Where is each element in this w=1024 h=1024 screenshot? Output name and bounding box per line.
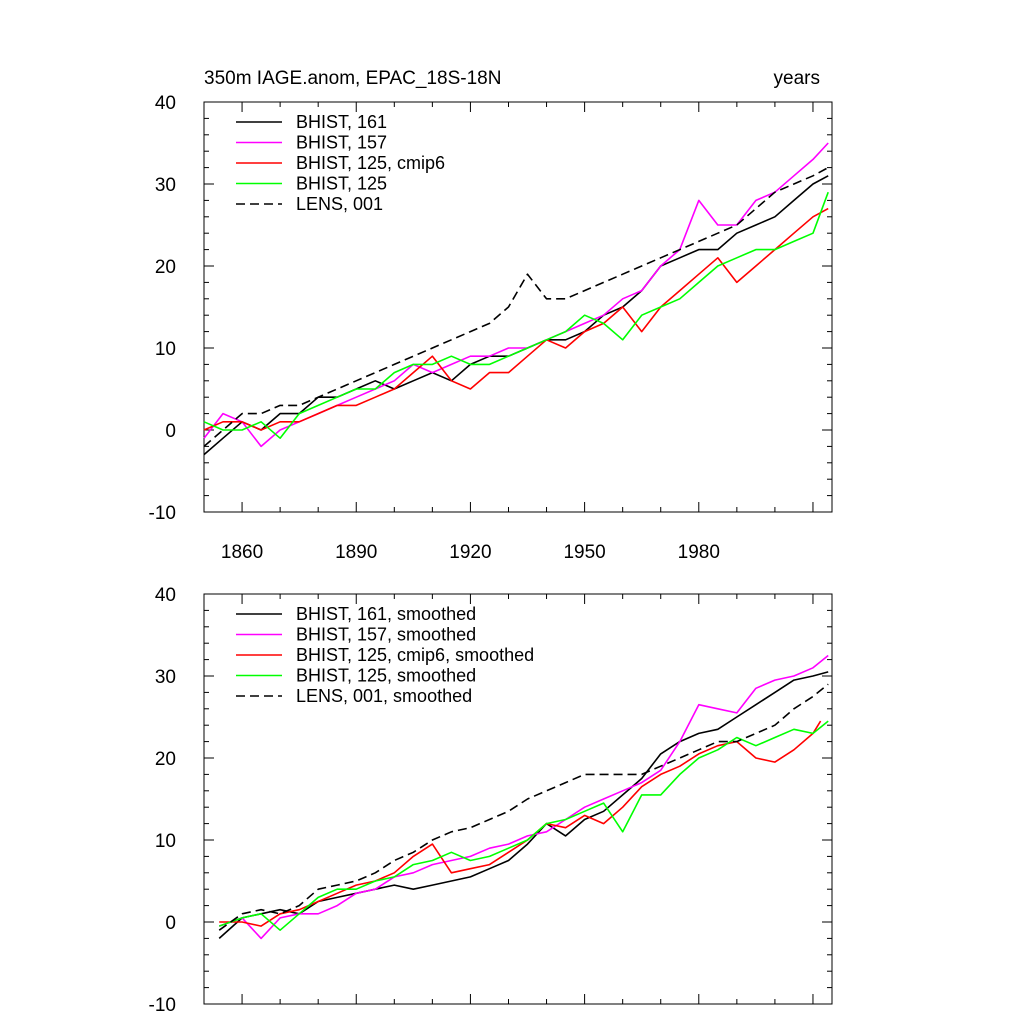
- series-line: [219, 720, 822, 927]
- legend-label: BHIST, 125, cmip6, smoothed: [296, 645, 534, 665]
- legend-label: BHIST, 157: [296, 133, 387, 153]
- legend-label: BHIST, 161, smoothed: [296, 604, 476, 624]
- legend-label: BHIST, 157, smoothed: [296, 625, 476, 645]
- legend-label: BHIST, 125: [296, 174, 387, 194]
- y-tick-label: 10: [155, 831, 176, 852]
- x-tick-label: 1890: [335, 542, 377, 563]
- y-tick-label: 20: [155, 257, 176, 278]
- y-tick-label: 10: [155, 339, 176, 360]
- plot-frame: [203, 593, 833, 1005]
- series-line: [218, 720, 829, 932]
- x-tick-label: 1920: [449, 542, 491, 563]
- series-line: [218, 671, 829, 939]
- legend-label: LENS, 001: [296, 194, 383, 214]
- y-tick-label: 40: [155, 93, 176, 114]
- y-tick-label: 20: [155, 749, 176, 770]
- chart-title: 350m IAGE.anom, EPAC_18S-18N: [204, 68, 501, 89]
- y-tick-label: -10: [149, 995, 176, 1016]
- series-line: [218, 683, 829, 931]
- x-tick-label: 1860: [221, 542, 263, 563]
- y-tick-label: 30: [155, 175, 176, 196]
- x-tick-label: 1980: [678, 542, 720, 563]
- legend-label: BHIST, 125, smoothed: [296, 666, 476, 686]
- y-tick-label: 40: [155, 585, 176, 606]
- y-tick-label: 0: [165, 913, 176, 934]
- x-tick-label: 1950: [563, 542, 605, 563]
- legend-label: BHIST, 125, cmip6: [296, 153, 445, 173]
- chart-units-label: years: [774, 68, 820, 89]
- y-tick-label: 0: [165, 421, 176, 442]
- y-tick-label: 30: [155, 667, 176, 688]
- top-panel: -10 0 10 20 30 40 1860 1890 1920 1950 1980 BHIST, 1…: [149, 93, 833, 563]
- series-line: [203, 166, 829, 448]
- series-line: [203, 175, 829, 456]
- series-line: [203, 191, 829, 440]
- legend-label: BHIST, 161: [296, 112, 387, 132]
- y-tick-label: -10: [149, 503, 176, 524]
- legend-label: LENS, 001, smoothed: [296, 686, 472, 706]
- series-line: [203, 207, 829, 431]
- series-line: [218, 654, 829, 940]
- plot-frame: [203, 101, 833, 513]
